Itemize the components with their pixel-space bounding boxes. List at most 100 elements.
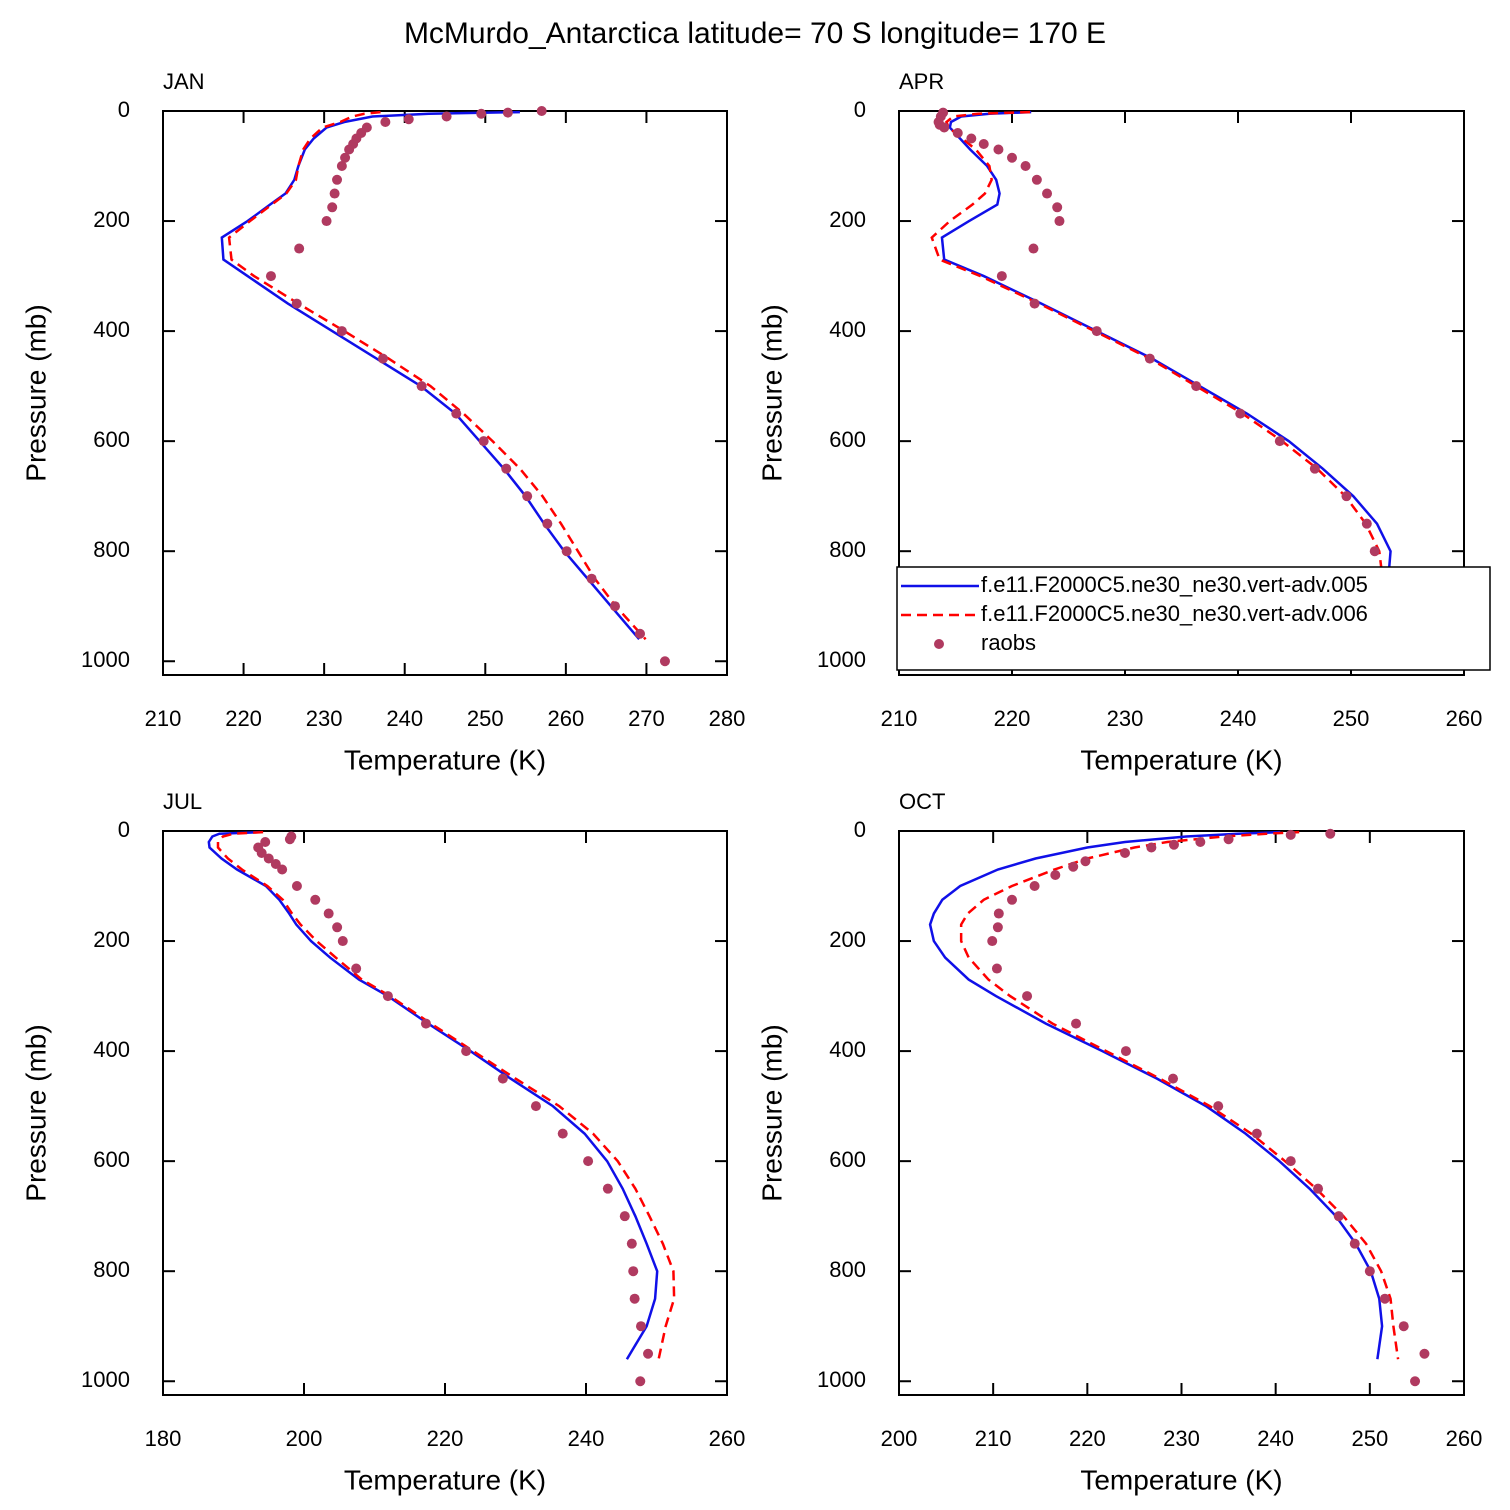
obs-marker bbox=[1379, 1293, 1390, 1304]
obs-marker bbox=[1309, 463, 1320, 474]
y-tick-label: 800 bbox=[829, 1257, 866, 1282]
x-tick-label: 220 bbox=[994, 706, 1031, 731]
obs-marker bbox=[294, 243, 305, 254]
y-tick-label: 200 bbox=[829, 207, 866, 232]
x-axis-label: Temperature (K) bbox=[344, 1464, 546, 1495]
obs-marker bbox=[1031, 174, 1042, 185]
y-axis-label: Pressure (mb) bbox=[20, 304, 51, 481]
obs-marker bbox=[441, 111, 452, 122]
obs-marker bbox=[256, 848, 267, 859]
obs-marker bbox=[1191, 381, 1202, 392]
x-tick-label: 180 bbox=[145, 1426, 182, 1451]
obs-marker bbox=[987, 936, 998, 947]
y-tick-label: 600 bbox=[829, 427, 866, 452]
x-tick-label: 220 bbox=[427, 1426, 464, 1451]
obs-marker bbox=[1007, 894, 1017, 905]
obs-marker bbox=[420, 1018, 431, 1029]
x-axis-label: Temperature (K) bbox=[1080, 744, 1282, 775]
x-tick-label: 270 bbox=[628, 706, 665, 731]
x-tick-label: 250 bbox=[1333, 706, 1370, 731]
obs-marker bbox=[1120, 848, 1130, 859]
obs-marker bbox=[1168, 1073, 1179, 1084]
obs-marker bbox=[1364, 1266, 1375, 1277]
obs-marker bbox=[260, 837, 271, 848]
obs-marker bbox=[1054, 216, 1065, 227]
y-tick-label: 800 bbox=[829, 537, 866, 562]
obs-marker bbox=[1052, 202, 1063, 213]
obs-marker bbox=[1029, 881, 1040, 892]
obs-marker bbox=[522, 491, 533, 502]
obs-marker bbox=[952, 128, 963, 139]
obs-marker bbox=[1223, 834, 1234, 845]
obs-marker bbox=[332, 174, 343, 185]
obs-marker bbox=[1285, 829, 1296, 840]
y-tick-label: 800 bbox=[93, 1257, 130, 1282]
x-tick-label: 220 bbox=[1069, 1426, 1106, 1451]
obs-marker bbox=[329, 188, 340, 199]
obs-marker bbox=[380, 117, 391, 128]
obs-marker bbox=[321, 216, 332, 227]
x-tick-label: 220 bbox=[225, 706, 262, 731]
model-line bbox=[220, 110, 641, 641]
obs-marker bbox=[1369, 546, 1380, 557]
obs-marker bbox=[583, 1156, 594, 1167]
x-tick-label: 230 bbox=[306, 706, 343, 731]
obs-marker bbox=[403, 114, 414, 125]
y-axis-label: Pressure (mb) bbox=[756, 1024, 787, 1201]
x-tick-label: 260 bbox=[1446, 706, 1483, 731]
obs-marker bbox=[277, 864, 288, 875]
obs-marker bbox=[1333, 1211, 1344, 1222]
obs-marker bbox=[497, 1073, 508, 1084]
y-axis-label: Pressure (mb) bbox=[756, 304, 787, 481]
obs-marker bbox=[635, 1321, 646, 1332]
model-line bbox=[216, 830, 676, 1360]
obs-marker bbox=[310, 894, 321, 905]
y-tick-label: 400 bbox=[93, 317, 130, 342]
obs-marker bbox=[1419, 1348, 1430, 1359]
obs-marker bbox=[340, 152, 351, 163]
obs-marker bbox=[610, 601, 621, 612]
obs-marker bbox=[993, 144, 1004, 155]
obs-marker bbox=[1361, 518, 1372, 529]
obs-marker bbox=[344, 144, 355, 155]
x-tick-label: 260 bbox=[1446, 1426, 1483, 1451]
obs-marker bbox=[1398, 1321, 1409, 1332]
obs-marker bbox=[659, 656, 670, 667]
y-tick-label: 1000 bbox=[817, 1367, 866, 1392]
y-axis-label: Pressure (mb) bbox=[20, 1024, 51, 1201]
obs-marker bbox=[1091, 326, 1102, 337]
obs-marker bbox=[993, 908, 1004, 919]
obs-marker bbox=[1349, 1238, 1360, 1249]
obs-marker bbox=[1144, 353, 1155, 364]
y-tick-label: 600 bbox=[93, 1147, 130, 1172]
obs-marker bbox=[939, 122, 950, 133]
x-tick-label: 240 bbox=[568, 1426, 605, 1451]
obs-marker bbox=[476, 108, 487, 119]
obs-marker bbox=[602, 1183, 613, 1194]
obs-marker bbox=[1410, 1376, 1421, 1387]
obs-marker bbox=[1007, 152, 1017, 163]
obs-marker bbox=[1235, 408, 1246, 419]
y-tick-label: 800 bbox=[93, 537, 130, 562]
obs-marker bbox=[336, 326, 347, 337]
obs-marker bbox=[1213, 1101, 1224, 1112]
y-tick-label: 400 bbox=[829, 1037, 866, 1062]
obs-marker bbox=[451, 408, 462, 419]
obs-marker bbox=[337, 936, 348, 947]
obs-marker bbox=[332, 922, 343, 933]
obs-marker bbox=[291, 298, 302, 309]
obs-marker bbox=[991, 963, 1002, 974]
obs-marker bbox=[263, 853, 274, 864]
plot-frame bbox=[162, 110, 728, 676]
x-tick-label: 210 bbox=[145, 706, 182, 731]
obs-marker bbox=[966, 133, 977, 144]
obs-marker bbox=[542, 518, 553, 529]
obs-marker bbox=[586, 573, 597, 584]
x-tick-label: 260 bbox=[709, 1426, 746, 1451]
panel-title: JUL bbox=[163, 789, 202, 814]
obs-marker bbox=[635, 1376, 646, 1387]
obs-marker bbox=[530, 1101, 541, 1112]
model-line bbox=[959, 830, 1400, 1360]
x-tick-label: 210 bbox=[975, 1426, 1012, 1451]
